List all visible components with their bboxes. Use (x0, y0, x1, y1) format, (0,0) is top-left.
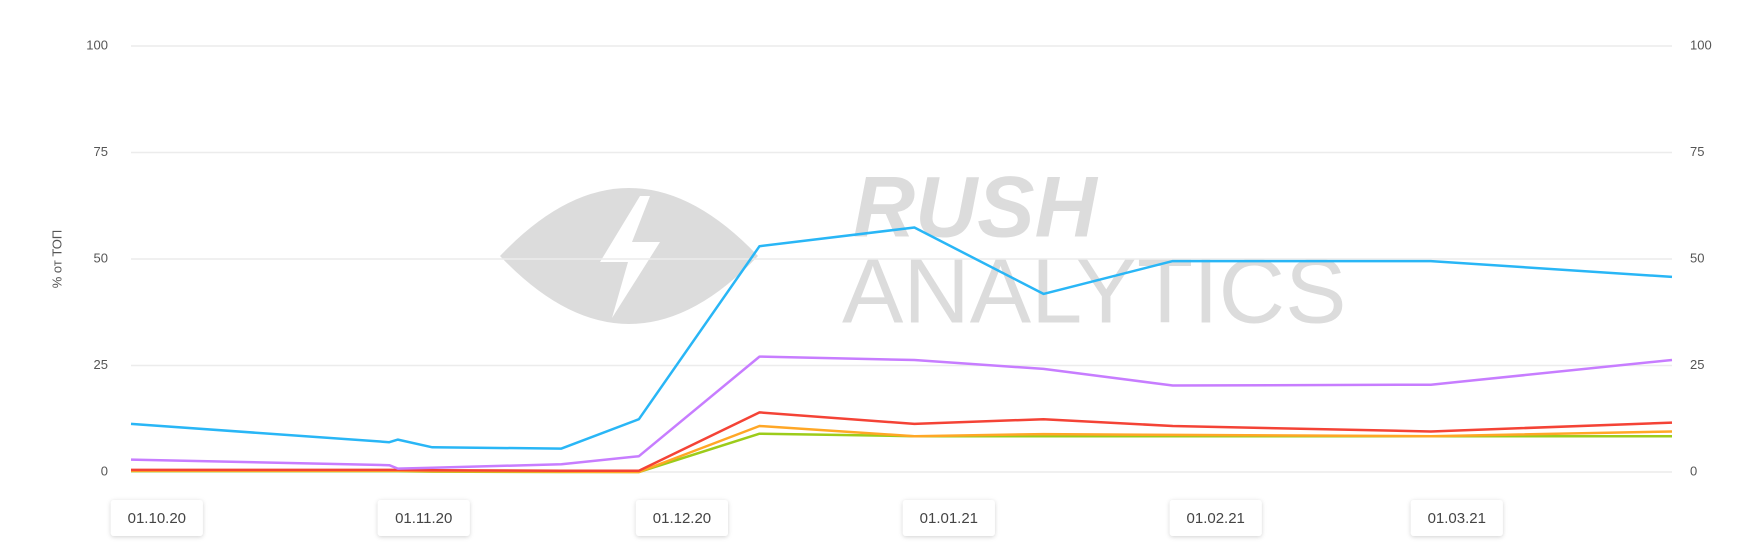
x-tick-box (377, 500, 470, 536)
x-tick-label: 01.01.21 (920, 510, 978, 527)
y-axis-label: % от ТОП (49, 230, 64, 289)
x-tick-box (635, 500, 728, 536)
x-tick-label: 01.02.21 (1187, 510, 1245, 527)
y-tick-label: 25 (94, 357, 108, 372)
y2-tick-label: 75 (1690, 144, 1704, 159)
x-tick-box (1410, 500, 1503, 536)
x-tick-label: 01.03.21 (1428, 510, 1486, 527)
y2-tick-label: 0 (1690, 463, 1697, 478)
y2-tick-label: 25 (1690, 357, 1704, 372)
y-tick-label: 0 (101, 463, 108, 478)
y2-tick-label: 50 (1690, 250, 1704, 265)
x-tick-box (1169, 500, 1262, 536)
series-line (130, 355, 1673, 470)
x-tick-box (110, 500, 203, 536)
y-tick-label: 75 (94, 144, 108, 159)
watermark-logo (500, 188, 758, 324)
x-tick-box (902, 500, 995, 536)
x-tick-label: 01.10.20 (128, 510, 186, 527)
x-tick-label: 01.12.20 (653, 510, 711, 527)
y2-tick-label: 100 (1690, 37, 1712, 52)
series-line (131, 411, 1673, 472)
watermark-text: RUSH (853, 160, 1099, 256)
watermark-text: ANALYTICS (842, 240, 1346, 342)
y-tick-label: 100 (86, 37, 108, 52)
y-tick-label: 50 (94, 250, 108, 265)
series-line (130, 226, 1673, 450)
x-tick-label: 01.11.20 (395, 510, 452, 527)
